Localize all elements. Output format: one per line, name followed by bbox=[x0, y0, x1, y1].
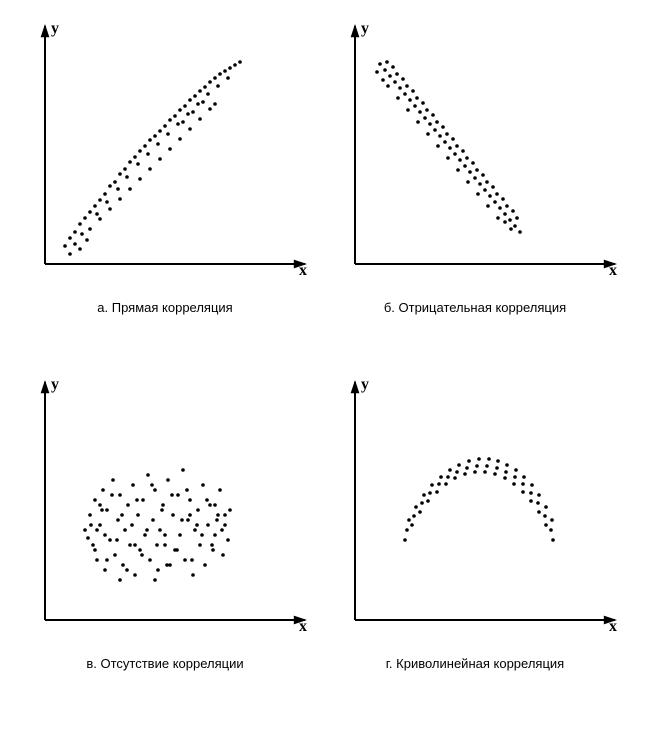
plot-d-wrap: y x bbox=[325, 370, 625, 650]
caption-b: б. Отрицательная корреляция bbox=[384, 300, 566, 315]
panel-d: y x г. Криволинейная корреляция bbox=[325, 370, 625, 706]
axes bbox=[41, 24, 307, 268]
axes bbox=[351, 24, 617, 268]
y-axis-label: y bbox=[361, 20, 369, 38]
scatter-points bbox=[63, 60, 242, 256]
plot-c bbox=[15, 370, 315, 650]
x-axis-label: x bbox=[299, 262, 307, 280]
panel-c: y x в. Отсутствие корреляции bbox=[15, 370, 315, 706]
y-axis-label: y bbox=[51, 20, 59, 38]
plot-a bbox=[15, 14, 315, 294]
caption-c: в. Отсутствие корреляции bbox=[86, 656, 243, 671]
x-axis-label: x bbox=[299, 618, 307, 636]
scatter-points bbox=[83, 468, 232, 582]
plot-d bbox=[325, 370, 625, 650]
panel-a: y x а. Прямая корреляция bbox=[15, 14, 315, 350]
axes bbox=[351, 380, 617, 624]
scatter-points bbox=[403, 457, 555, 542]
plot-c-wrap: y x bbox=[15, 370, 315, 650]
chart-grid: y x а. Прямая корреляция y x б. Отрицате… bbox=[0, 0, 640, 720]
plot-b-wrap: y x bbox=[325, 14, 625, 294]
axes bbox=[41, 380, 307, 624]
scatter-points bbox=[375, 60, 522, 234]
caption-a: а. Прямая корреляция bbox=[97, 300, 232, 315]
page: y x а. Прямая корреляция y x б. Отрицате… bbox=[0, 0, 670, 748]
y-axis-label: y bbox=[51, 376, 59, 394]
x-axis-label: x bbox=[609, 262, 617, 280]
caption-d: г. Криволинейная корреляция bbox=[386, 656, 564, 671]
plot-b bbox=[325, 14, 625, 294]
x-axis-label: x bbox=[609, 618, 617, 636]
plot-a-wrap: y x bbox=[15, 14, 315, 294]
y-axis-label: y bbox=[361, 376, 369, 394]
panel-b: y x б. Отрицательная корреляция bbox=[325, 14, 625, 350]
